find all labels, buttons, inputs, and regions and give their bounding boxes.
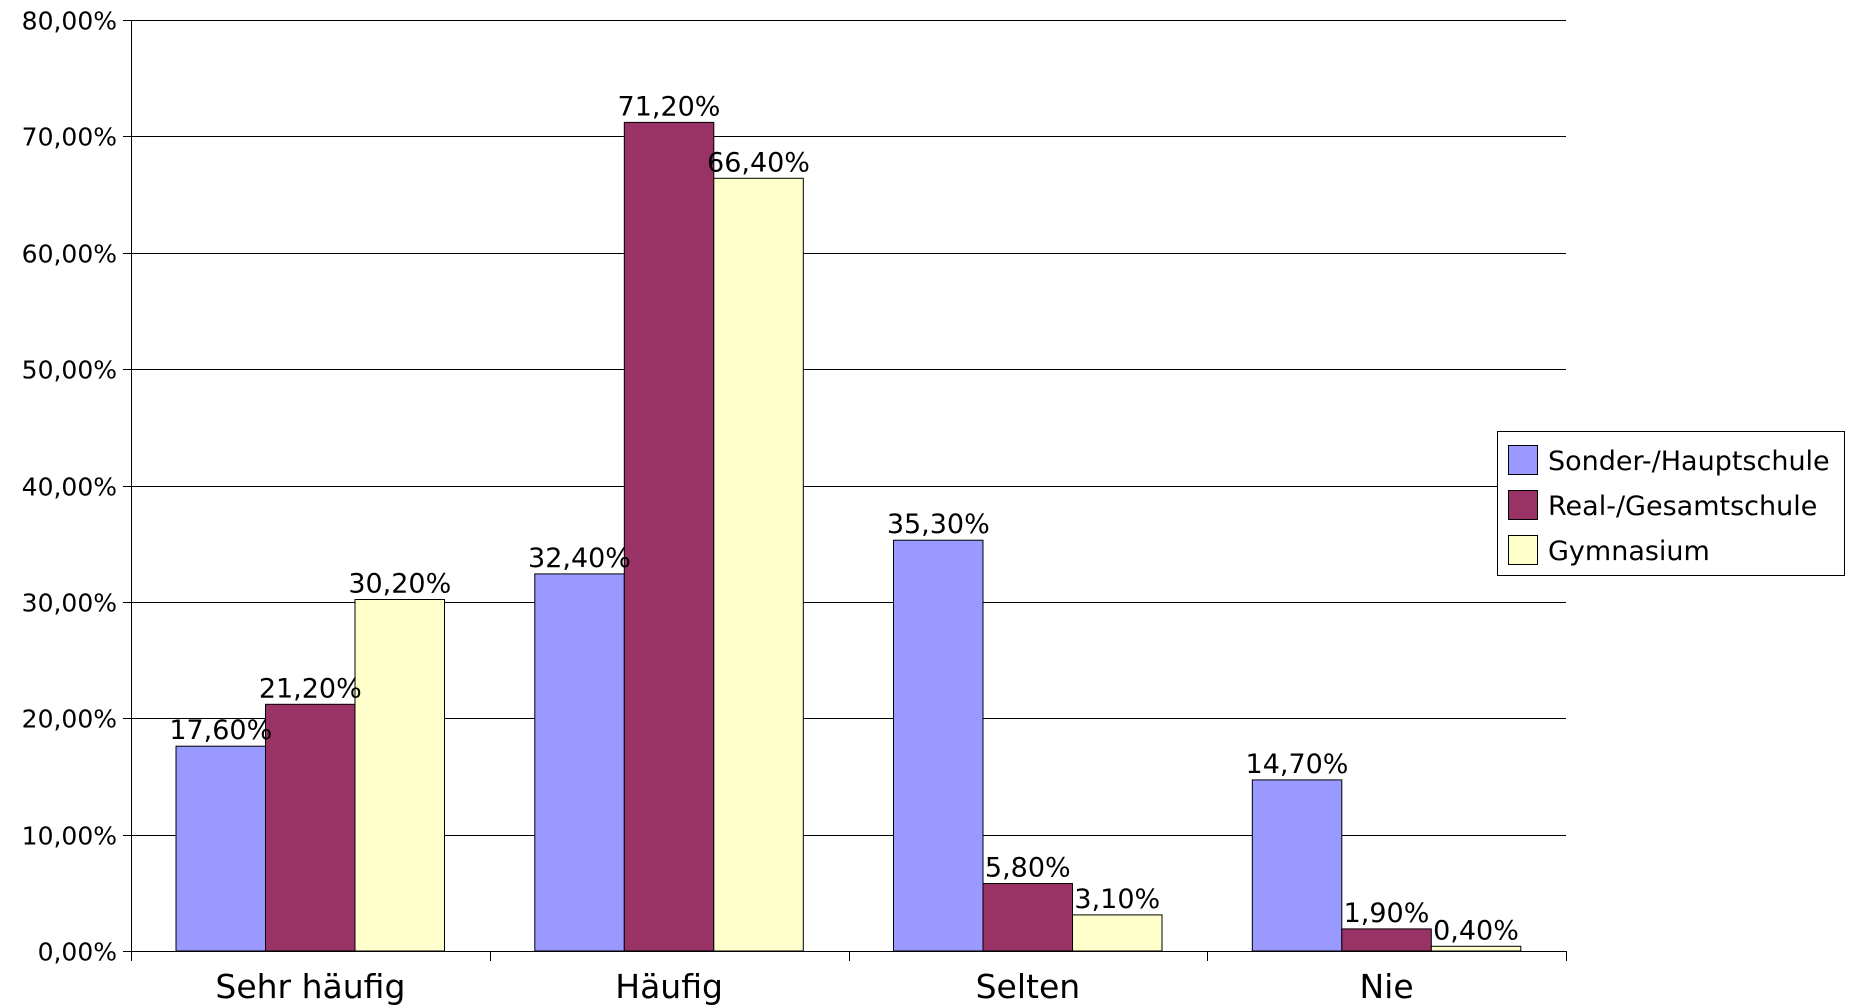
data-label: 30,20%	[348, 569, 451, 600]
bar	[1072, 914, 1163, 952]
x-axis-category-labels: Sehr häufig Häufig Selten Nie	[215, 967, 1413, 1006]
legend-label: Real-/Gesamtschule	[1548, 491, 1817, 522]
legend-label: Gymnasium	[1548, 536, 1710, 567]
legend-box	[1497, 431, 1845, 576]
data-label: 35,30%	[887, 509, 990, 540]
bar	[982, 883, 1073, 952]
data-labels: 17,60% 21,20% 30,20% 32,40% 71,20% 66,40% 35,3…	[169, 91, 1519, 946]
data-label: 71,20%	[618, 91, 721, 122]
bar	[354, 599, 445, 952]
bar	[1430, 945, 1522, 952]
y-tick-label: 10,00%	[22, 822, 117, 851]
data-label: 5,80%	[985, 853, 1071, 884]
legend-swatch	[1508, 490, 1538, 520]
bar	[175, 745, 266, 952]
y-tick-label: 0,00%	[38, 938, 117, 967]
bar	[1341, 928, 1432, 952]
bar	[623, 121, 715, 952]
bar	[534, 573, 625, 952]
data-label: 1,90%	[1344, 898, 1430, 929]
data-label: 3,10%	[1074, 884, 1160, 915]
legend-swatch	[1508, 535, 1538, 565]
x-category-label: Sehr häufig	[215, 967, 405, 1006]
data-label: 14,70%	[1246, 749, 1349, 780]
bar	[265, 703, 356, 952]
x-category-label: Nie	[1360, 967, 1414, 1006]
legend: Sonder-/Hauptschule Real-/Gesamtschule Gym…	[1497, 431, 1845, 576]
y-tick-label: 30,00%	[22, 589, 117, 618]
y-tick-label: 20,00%	[22, 705, 117, 734]
y-tick-label: 70,00%	[22, 123, 117, 152]
data-label: 21,20%	[259, 673, 362, 704]
bar	[1251, 779, 1343, 952]
bars	[175, 121, 1522, 952]
x-category-label: Häufig	[615, 967, 723, 1006]
bar	[713, 177, 804, 952]
data-label: 17,60%	[169, 715, 272, 746]
data-label: 66,40%	[707, 147, 810, 178]
y-tick-label: 40,00%	[22, 473, 117, 502]
x-category-label: Selten	[976, 967, 1081, 1006]
legend-label: Sonder-/Hauptschule	[1548, 446, 1830, 477]
y-tick-label: 60,00%	[22, 240, 117, 269]
data-label: 32,40%	[528, 543, 631, 574]
y-tick-label: 50,00%	[22, 356, 117, 385]
bar	[893, 539, 984, 952]
data-label: 0,40%	[1433, 915, 1519, 946]
y-tick-label: 80,00%	[22, 7, 117, 36]
legend-swatch	[1508, 445, 1538, 475]
y-axis-tick-labels: 0,00% 10,00% 20,00% 30,00% 40,00% 50,00% 60,00…	[22, 7, 117, 967]
